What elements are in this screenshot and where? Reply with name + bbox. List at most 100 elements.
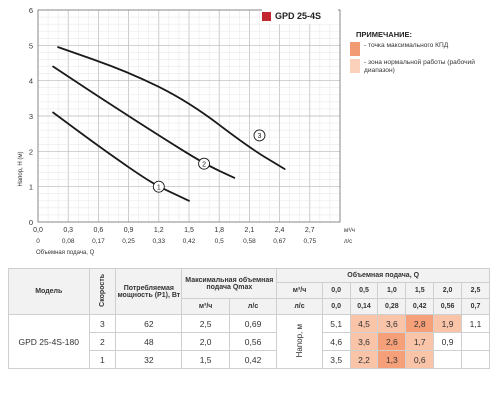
- qmax-ls-cell: 0,69: [228, 314, 278, 333]
- x-tick-label-ls: 0,75: [303, 238, 316, 245]
- th-qmax: Максимальная объемная подача Qmax: [181, 268, 278, 299]
- chart-grid: [37, 9, 341, 223]
- series-line-2: [52, 65, 236, 179]
- head-cell: 1,7: [405, 332, 435, 351]
- speed-cell: 1: [88, 350, 117, 369]
- th-flow-m3-0: 0,0: [321, 282, 351, 299]
- th-speed: Скорость: [88, 268, 117, 315]
- y-tick-label: 4: [29, 77, 33, 86]
- qmax-m3-cell: 2,5: [181, 314, 230, 333]
- y-tick-label: 1: [29, 183, 33, 192]
- qmax-m3-cell: 1,5: [181, 350, 230, 369]
- speed-cell: 2: [88, 332, 117, 351]
- head-cell: 3,6: [377, 314, 407, 333]
- x-unit-top: м³/ч: [344, 228, 355, 234]
- head-label: Напор, м: [295, 323, 305, 358]
- x-tick-label: 1,8: [214, 227, 224, 234]
- th-flow-ls-5: 0,7: [461, 298, 490, 315]
- th-qmax-m3: м³/ч: [181, 298, 230, 315]
- x-tick-label-ls: 0: [36, 238, 40, 245]
- x-tick-label: 0,0: [33, 227, 43, 234]
- table-row: GPD 25-4S-180 3 62 2,5 0,69 Напор, м 5,1…: [8, 314, 490, 369]
- curve-label-circle: [152, 180, 165, 193]
- th-speed-label: Скорость: [98, 274, 106, 307]
- x-tick-label-ls: 0,08: [62, 238, 75, 245]
- th-flow-m3-1: 0,5: [349, 282, 379, 299]
- curve-label-circle: [253, 129, 266, 142]
- th-flow-ls-1: 0,14: [349, 298, 379, 315]
- head-cell: 2,2: [349, 350, 379, 369]
- y-tick-label: 2: [29, 147, 33, 156]
- note-item-normal-zone: - зона нормальной работы (рабочий диапаз…: [350, 59, 500, 75]
- x-tick-label: 0,6: [94, 227, 104, 234]
- head-cell: 4,5: [349, 314, 379, 333]
- qmax-m3-cell: 2,0: [181, 332, 230, 351]
- th-flow-m3-3: 1,5: [405, 282, 435, 299]
- note-swatch-normal: [350, 59, 360, 73]
- y-tick-label: 0: [29, 218, 33, 227]
- pump-curve-chart: 0 1 2 3 4 5 6 0,0 0,3 0,6 0,9 1,2 1,5 1,8 2,1 2,4 2,7 0 0,…: [18, 6, 355, 256]
- note-title: ПРИМЕЧАНИЕ:: [356, 30, 413, 39]
- x-tick-label: 1,5: [184, 227, 194, 234]
- head-cell: 1,1: [461, 314, 490, 333]
- th-qmax-ls: л/с: [228, 298, 278, 315]
- x-axis-title: Объемная подача, Q: [36, 250, 95, 256]
- chart-title-box: GPD 25-4S: [262, 8, 338, 24]
- th-flow-m3: м³/ч: [276, 282, 323, 299]
- curve-label: 2: [202, 161, 206, 168]
- head-cell: 4,6: [321, 332, 351, 351]
- y-axis-title: Напор, H (м): [18, 151, 24, 186]
- curve-label-circle: [198, 157, 211, 170]
- title-swatch: [262, 11, 271, 21]
- chart-title: GPD 25-4S: [275, 11, 322, 21]
- chart-labels: 1 2 3: [152, 129, 266, 193]
- series-line-3: [57, 46, 286, 170]
- x-tick-label: 2,7: [305, 227, 315, 234]
- y-tick-label: 5: [29, 41, 33, 50]
- x-tick-label: 2,1: [245, 227, 255, 234]
- head-cell: [461, 332, 490, 351]
- th-flow-ls-3: 0,42: [405, 298, 435, 315]
- head-cell-max: 1,3: [377, 350, 407, 369]
- th-flow: Объемная подача, Q: [276, 268, 490, 283]
- th-flow-ls-0: 0,0: [321, 298, 351, 315]
- note-item-max-efficiency: - точка максимального КПД: [350, 42, 500, 56]
- note-swatch-max: [350, 42, 360, 56]
- x-tick-label: 2,4: [275, 227, 285, 234]
- th-flow-ls: л/с: [276, 298, 323, 315]
- x-tick-label-ls: 0,58: [243, 238, 256, 245]
- curve-label: 1: [157, 184, 161, 191]
- power-cell: 62: [115, 314, 183, 333]
- th-power: Потребляемая мощность (P1), Вт: [115, 268, 183, 315]
- head-cell: 1,9: [433, 314, 463, 333]
- x-tick-label-ls: 0,25: [122, 238, 135, 245]
- head-cell-max: 2,6: [377, 332, 407, 351]
- qmax-ls-cell: 0,56: [228, 332, 278, 351]
- x-tick-label-ls: 0,67: [273, 238, 286, 245]
- x-tick-label-ls: 0,42: [183, 238, 196, 245]
- x-tick-label-ls: 0,5: [215, 238, 224, 245]
- note-panel: ПРИМЕЧАНИЕ: - точка максимального КПД - …: [350, 30, 500, 78]
- model-cell: GPD 25-4S-180: [8, 314, 90, 369]
- chart-axes: 0 1 2 3 4 5 6 0,0 0,3 0,6 0,9 1,2 1,5 1,8 2,1 2,4 2,7 0 0,…: [18, 6, 355, 256]
- table-row: 1 32 1,5 0,42 3,5 2,2 1,3 0,6: [9, 350, 490, 369]
- x-tick-label: 0,3: [63, 227, 73, 234]
- spec-table: Модель Скорость Потребляемая мощность (P…: [8, 268, 490, 369]
- th-flow-ls-2: 0,28: [377, 298, 407, 315]
- th-flow-ls-4: 0,56: [433, 298, 463, 315]
- head-cell: [461, 350, 490, 369]
- speed-cell: 3: [88, 314, 117, 333]
- head-cell: 3,6: [349, 332, 379, 351]
- x-tick-label: 0,9: [124, 227, 134, 234]
- y-tick-label: 6: [29, 6, 33, 15]
- qmax-ls-cell: 0,42: [228, 350, 278, 369]
- head-cell: 5,1: [321, 314, 351, 333]
- th-flow-m3-4: 2,0: [433, 282, 463, 299]
- series-line-1: [52, 111, 190, 202]
- head-cell: [433, 350, 463, 369]
- th-flow-m3-2: 1,0: [377, 282, 407, 299]
- x-tick-label-ls: 0,33: [152, 238, 165, 245]
- th-model: Модель: [8, 268, 90, 315]
- x-tick-label: 1,2: [154, 227, 164, 234]
- head-cell: 3,5: [321, 350, 351, 369]
